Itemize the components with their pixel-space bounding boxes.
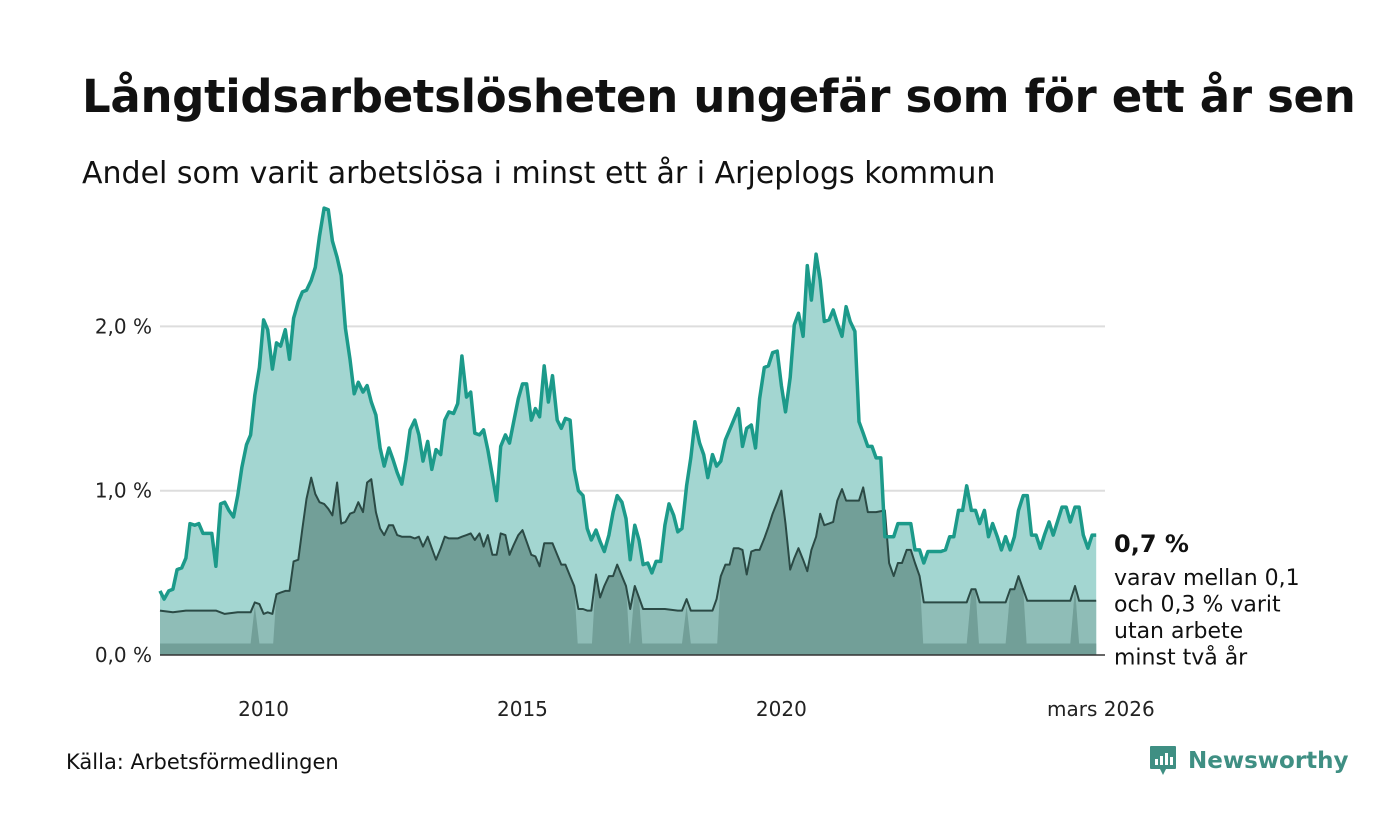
series-two-year-peak-area xyxy=(160,477,1097,655)
x-tick-label-0: 2010 xyxy=(238,697,289,721)
x-tick-label-1: 2015 xyxy=(497,697,548,721)
x-tick-label-2: 2020 xyxy=(756,697,807,721)
x-tick-label-3: mars 2026 xyxy=(1047,697,1155,721)
annotation-line-3: minst två år xyxy=(1114,645,1248,671)
series-two-year-min-area xyxy=(160,586,1097,655)
source-note: Källa: Arbetsförmedlingen xyxy=(66,750,339,774)
y-axis-ticks: 0,0 % 1,0 % 2,0 % xyxy=(95,314,152,667)
newsworthy-brand[interactable]: Newsworthy xyxy=(1148,744,1349,778)
x-axis-ticks: 2010 2015 2020 mars 2026 xyxy=(238,697,1155,721)
chart-subtitle: Andel som varit arbetslösa i minst ett å… xyxy=(82,156,996,191)
chart-title: Långtidsarbetslösheten ungefär som för e… xyxy=(82,70,1356,123)
annotation-line-2: utan arbete xyxy=(1114,619,1243,644)
annotation-line-1: och 0,3 % varit xyxy=(1114,593,1281,618)
annotation-line-0: varav mellan 0,1 xyxy=(1114,566,1300,591)
y-tick-label-2: 2,0 % xyxy=(95,314,152,338)
series-one-year-line xyxy=(158,206,1097,601)
area-series xyxy=(158,206,1105,656)
y-tick-label-0: 0,0 % xyxy=(95,643,152,667)
annotation-value: 0,7 % xyxy=(1114,530,1189,558)
brand-name: Newsworthy xyxy=(1188,748,1349,774)
newsworthy-logo-icon xyxy=(1150,746,1176,775)
y-tick-label-1: 1,0 % xyxy=(95,479,152,503)
